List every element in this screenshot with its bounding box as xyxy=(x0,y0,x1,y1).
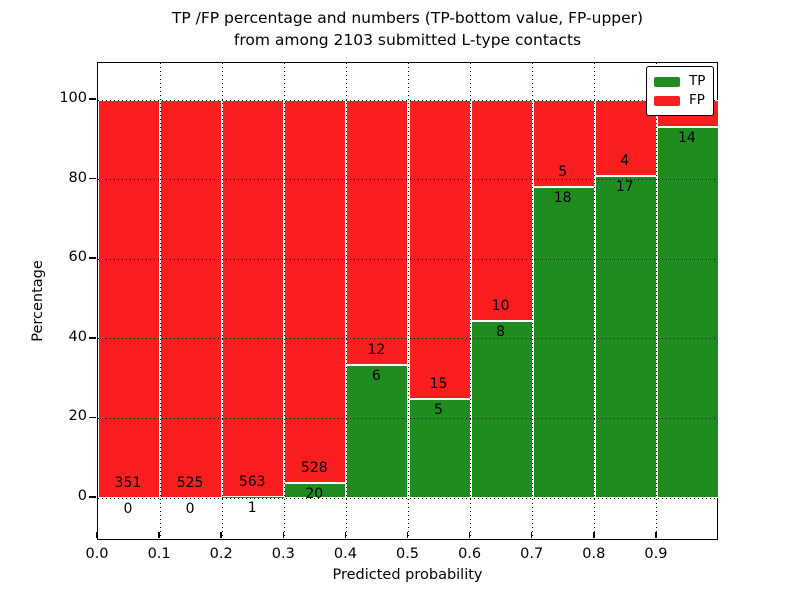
x-tick xyxy=(406,532,409,538)
x-axis-label: Predicted probability xyxy=(332,567,483,583)
legend-row: TP xyxy=(654,72,705,91)
tp-count-label: 6 xyxy=(371,368,381,385)
tp-count-label: 14 xyxy=(677,129,696,146)
v-gridline xyxy=(283,63,285,539)
y-tick xyxy=(89,177,96,180)
v-gridline xyxy=(159,63,161,539)
x-tick xyxy=(655,532,657,538)
x-tick xyxy=(468,532,471,538)
plot-area xyxy=(97,62,719,540)
legend-label: FP xyxy=(689,91,705,108)
y-tick-label: 20 xyxy=(68,408,87,425)
fp-count-label: 351 xyxy=(114,475,142,491)
y-tick-label: 100 xyxy=(59,90,87,106)
v-gridline xyxy=(594,63,596,539)
x-tick-label: 0.2 xyxy=(209,546,233,562)
x-tick-label: 0.1 xyxy=(147,546,171,562)
x-tick xyxy=(530,532,533,538)
legend: TP FP xyxy=(646,66,714,116)
fp-count-label: 4 xyxy=(620,152,630,169)
bar-segment-fp xyxy=(160,100,223,498)
x-tick-label: 0.3 xyxy=(271,546,295,562)
bar-segment-fp xyxy=(532,100,595,187)
x-tick-label: 0.0 xyxy=(85,546,109,562)
y-tick-label: 0 xyxy=(77,488,87,504)
v-gridline xyxy=(221,63,223,539)
bar-segment-tp xyxy=(470,321,533,498)
x-tick-label: 0.6 xyxy=(458,546,482,562)
fp-count-label: 528 xyxy=(300,460,328,477)
tp-legend-swatch-icon xyxy=(654,76,680,87)
bar-segment-fp xyxy=(222,100,285,498)
x-tick-label: 0.7 xyxy=(520,546,544,562)
tp-count-label: 20 xyxy=(305,486,324,503)
v-gridline xyxy=(345,63,347,539)
bar-segment-fp xyxy=(346,100,409,366)
h-gridline xyxy=(98,417,717,419)
x-tick xyxy=(344,532,347,538)
tp-count-label: 18 xyxy=(553,189,572,206)
y-tick-label: 80 xyxy=(68,169,87,186)
bar-segment-tp xyxy=(594,175,657,498)
chart-title-line2: from among 2103 submitted L-type contact… xyxy=(233,31,582,49)
h-gridline xyxy=(98,179,717,181)
h-gridline xyxy=(98,99,717,101)
bar-segment-tp xyxy=(346,365,409,498)
fp-count-label: 525 xyxy=(176,475,204,491)
bar-segment-tp xyxy=(408,398,471,498)
v-gridline xyxy=(532,63,534,539)
y-tick xyxy=(89,416,96,419)
tp-count-label: 0 xyxy=(185,501,195,517)
legend-label: TP xyxy=(689,72,706,89)
chart-title-line1: TP /FP percentage and numbers (TP-bottom… xyxy=(171,9,644,27)
x-tick xyxy=(158,532,160,538)
bar-segment-fp xyxy=(470,100,533,322)
v-gridline xyxy=(408,63,409,539)
x-tick xyxy=(282,532,285,538)
bar-segment-fp xyxy=(284,100,347,484)
v-gridline xyxy=(656,63,658,539)
x-tick xyxy=(593,532,595,538)
y-tick xyxy=(89,496,96,498)
y-tick-label: 40 xyxy=(68,328,87,345)
y-tick xyxy=(89,337,96,339)
h-gridline xyxy=(98,497,717,499)
legend-row: FP xyxy=(654,91,705,110)
h-gridline xyxy=(98,338,717,340)
y-tick xyxy=(89,98,96,100)
fp-legend-swatch-icon xyxy=(654,95,680,106)
tp-count-label: 1 xyxy=(247,500,257,517)
bar-segment-tp xyxy=(532,186,595,498)
fp-count-label: 12 xyxy=(367,342,386,359)
tp-count-label: 0 xyxy=(123,501,133,517)
x-tick-label: 0.9 xyxy=(644,546,668,562)
y-tick-label: 60 xyxy=(68,249,87,266)
fp-count-label: 5 xyxy=(558,163,568,180)
tp-count-label: 17 xyxy=(615,178,634,195)
x-tick-label: 0.4 xyxy=(333,546,357,562)
x-tick-label: 0.5 xyxy=(395,546,420,562)
x-tick-label: 0.8 xyxy=(582,546,606,562)
fp-count-label: 10 xyxy=(491,298,510,315)
x-tick xyxy=(220,532,222,538)
bar-segment-tp xyxy=(656,126,719,498)
y-tick xyxy=(89,257,96,259)
x-tick xyxy=(96,532,98,538)
fp-count-label: 15 xyxy=(429,375,448,392)
v-gridline xyxy=(470,63,472,539)
tp-count-label: 5 xyxy=(434,401,443,418)
bar-segment-fp xyxy=(408,100,471,399)
bar-segment-fp xyxy=(98,100,161,498)
tp-count-label: 8 xyxy=(496,324,506,341)
fp-count-label: 563 xyxy=(238,474,266,491)
h-gridline xyxy=(98,258,717,260)
